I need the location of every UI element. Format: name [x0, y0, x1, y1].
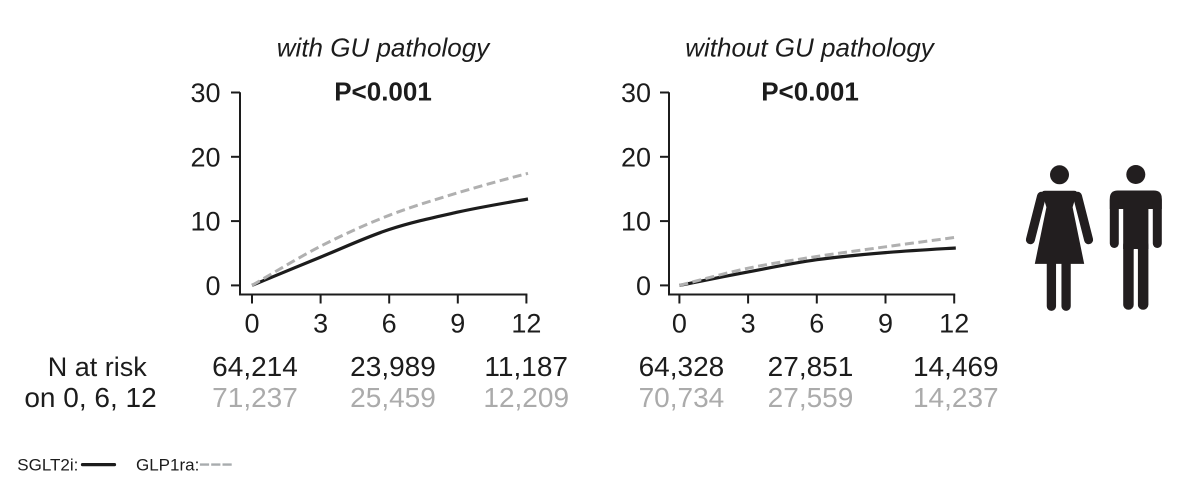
svg-text:GLP1ra:: GLP1ra: — [136, 456, 199, 475]
svg-text:P<0.001: P<0.001 — [761, 76, 859, 106]
svg-text:64,214: 64,214 — [212, 351, 298, 382]
svg-text:SGLT2i:: SGLT2i: — [17, 456, 78, 475]
svg-text:25,459: 25,459 — [350, 382, 436, 413]
svg-text:6: 6 — [382, 309, 397, 339]
svg-text:3: 3 — [313, 309, 328, 339]
svg-text:0: 0 — [672, 309, 687, 339]
svg-text:70,734: 70,734 — [639, 382, 725, 413]
svg-text:on 0, 6, 12: on 0, 6, 12 — [24, 382, 156, 413]
svg-text:64,328: 64,328 — [639, 351, 725, 382]
svg-text:27,559: 27,559 — [768, 382, 854, 413]
svg-text:0: 0 — [205, 271, 220, 301]
svg-text:9: 9 — [878, 309, 893, 339]
svg-text:P<0.001: P<0.001 — [334, 76, 432, 106]
svg-text:N at risk: N at risk — [48, 352, 148, 382]
svg-text:10: 10 — [621, 207, 651, 237]
svg-text:12,209: 12,209 — [483, 382, 569, 413]
svg-text:20: 20 — [621, 142, 651, 172]
svg-text:20: 20 — [190, 142, 220, 172]
svg-text:10: 10 — [190, 207, 220, 237]
svg-text:with GU pathology: with GU pathology — [277, 33, 491, 63]
svg-text:30: 30 — [621, 78, 651, 108]
svg-text:12: 12 — [939, 309, 969, 339]
svg-text:6: 6 — [809, 309, 824, 339]
svg-text:71,237: 71,237 — [212, 382, 298, 413]
svg-text:without GU pathology: without GU pathology — [685, 33, 936, 63]
svg-text:12: 12 — [511, 309, 541, 339]
svg-text:23,989: 23,989 — [350, 351, 436, 382]
svg-text:0: 0 — [636, 271, 651, 301]
svg-text:3: 3 — [741, 309, 756, 339]
svg-text:14,469: 14,469 — [913, 351, 999, 382]
svg-text:9: 9 — [450, 309, 465, 339]
svg-text:27,851: 27,851 — [768, 351, 854, 382]
svg-text:0: 0 — [244, 309, 259, 339]
svg-text:14,237: 14,237 — [913, 382, 999, 413]
svg-text:30: 30 — [190, 78, 220, 108]
svg-text:11,187: 11,187 — [484, 351, 568, 382]
